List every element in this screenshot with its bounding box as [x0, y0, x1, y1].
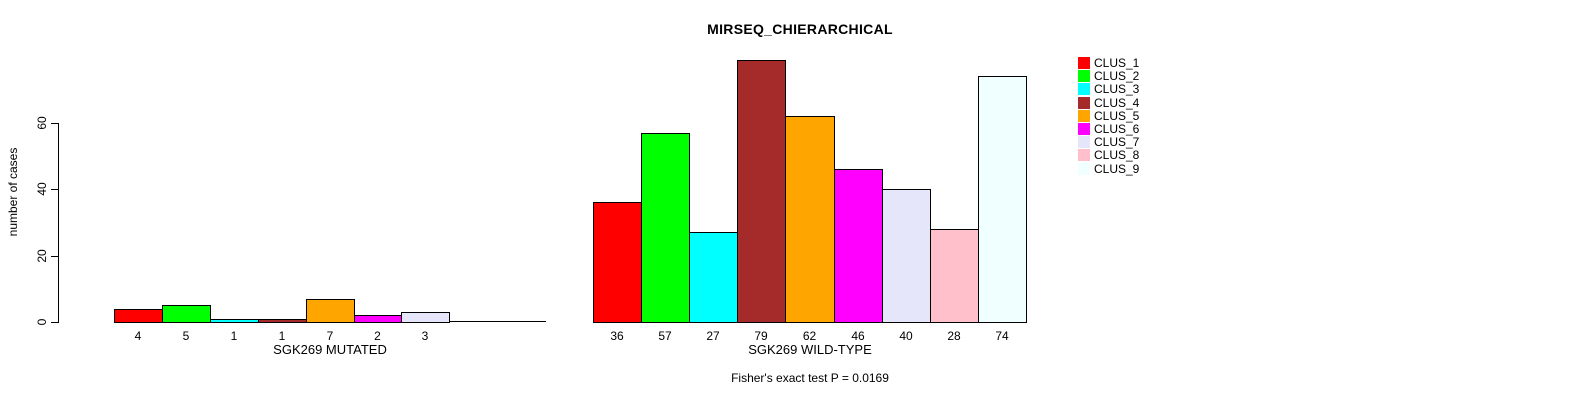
y-tick-label: 40 — [35, 182, 49, 196]
legend-swatch-clus_8 — [1078, 149, 1090, 161]
bar-mutated-clus_8 — [449, 321, 498, 322]
bar-value-label: 28 — [947, 329, 961, 343]
y-tick-mark — [51, 189, 58, 190]
bar-mutated-clus_3 — [210, 319, 259, 323]
legend-label-clus_8: CLUS_8 — [1094, 148, 1140, 162]
y-tick-label: 0 — [35, 318, 49, 326]
legend-label-clus_4: CLUS_4 — [1094, 96, 1140, 110]
bar-value-label: 1 — [230, 329, 238, 343]
bar-mutated-clus_4 — [258, 319, 307, 323]
bar-mutated-clus_1 — [114, 309, 163, 323]
bar-wild-type-clus_7 — [882, 189, 931, 323]
bar-mutated-clus_5 — [306, 299, 355, 323]
legend-label-clus_6: CLUS_6 — [1094, 122, 1140, 136]
bar-wild-type-clus_2 — [641, 133, 690, 323]
fisher-test-annotation: Fisher's exact test P = 0.0169 — [731, 371, 889, 385]
bar-wild-type-clus_1 — [593, 202, 642, 323]
bar-mutated-clus_9 — [497, 321, 546, 322]
bar-value-label: 40 — [899, 329, 913, 343]
bar-value-label: 2 — [374, 329, 381, 343]
y-tick-mark — [51, 256, 58, 257]
bar-wild-type-clus_3 — [689, 232, 738, 323]
legend-label-clus_5: CLUS_5 — [1094, 109, 1140, 123]
bar-wild-type-clus_6 — [834, 169, 883, 323]
bar-value-label: 27 — [706, 329, 720, 343]
legend-swatch-clus_3 — [1078, 83, 1090, 95]
legend-swatch-clus_5 — [1078, 110, 1090, 122]
bar-value-label: 3 — [421, 329, 429, 343]
bar-value-label: 36 — [610, 329, 624, 343]
bar-mutated-clus_2 — [162, 305, 211, 323]
chart-title: MIRSEQ_CHIERARCHICAL — [707, 21, 893, 37]
bar-value-label: 62 — [802, 329, 817, 343]
x-axis-label-wild-type: SGK269 WILD-TYPE — [748, 342, 872, 357]
legend-label-clus_7: CLUS_7 — [1094, 135, 1140, 149]
legend-swatch-clus_2 — [1078, 70, 1090, 82]
x-axis-label-mutated: SGK269 MUTATED — [273, 342, 387, 357]
y-tick-label: 60 — [35, 116, 49, 130]
legend-label-clus_2: CLUS_2 — [1094, 69, 1140, 83]
legend-swatch-clus_7 — [1078, 136, 1090, 148]
bar-value-label: 5 — [182, 329, 190, 343]
y-tick-mark — [51, 322, 58, 323]
bar-value-label: 46 — [851, 329, 865, 343]
bar-wild-type-clus_4 — [737, 60, 786, 323]
bar-wild-type-clus_9 — [978, 76, 1027, 323]
legend-swatch-clus_1 — [1078, 57, 1090, 69]
legend-label-clus_3: CLUS_3 — [1094, 82, 1140, 96]
bar-value-label: 1 — [278, 329, 286, 343]
bar-value-label: 79 — [754, 329, 768, 343]
y-tick-label: 20 — [35, 249, 49, 263]
bar-value-label: 74 — [995, 329, 1009, 343]
y-axis-label: number of cases — [6, 147, 20, 237]
legend-swatch-clus_4 — [1078, 97, 1090, 109]
legend-swatch-clus_6 — [1078, 123, 1090, 135]
bar-value-label: 4 — [134, 329, 142, 343]
legend-label-clus_1: CLUS_1 — [1094, 56, 1140, 70]
legend-swatch-clus_9 — [1078, 163, 1090, 175]
y-tick-mark — [51, 123, 58, 124]
y-axis-line — [58, 123, 59, 323]
bar-value-label: 7 — [326, 329, 334, 343]
bar-wild-type-clus_5 — [785, 116, 835, 323]
bar-wild-type-clus_8 — [930, 229, 979, 323]
bar-mutated-clus_6 — [354, 315, 402, 323]
bar-value-label: 57 — [658, 329, 672, 343]
legend-label-clus_9: CLUS_9 — [1094, 162, 1140, 176]
bar-mutated-clus_7 — [401, 312, 450, 323]
